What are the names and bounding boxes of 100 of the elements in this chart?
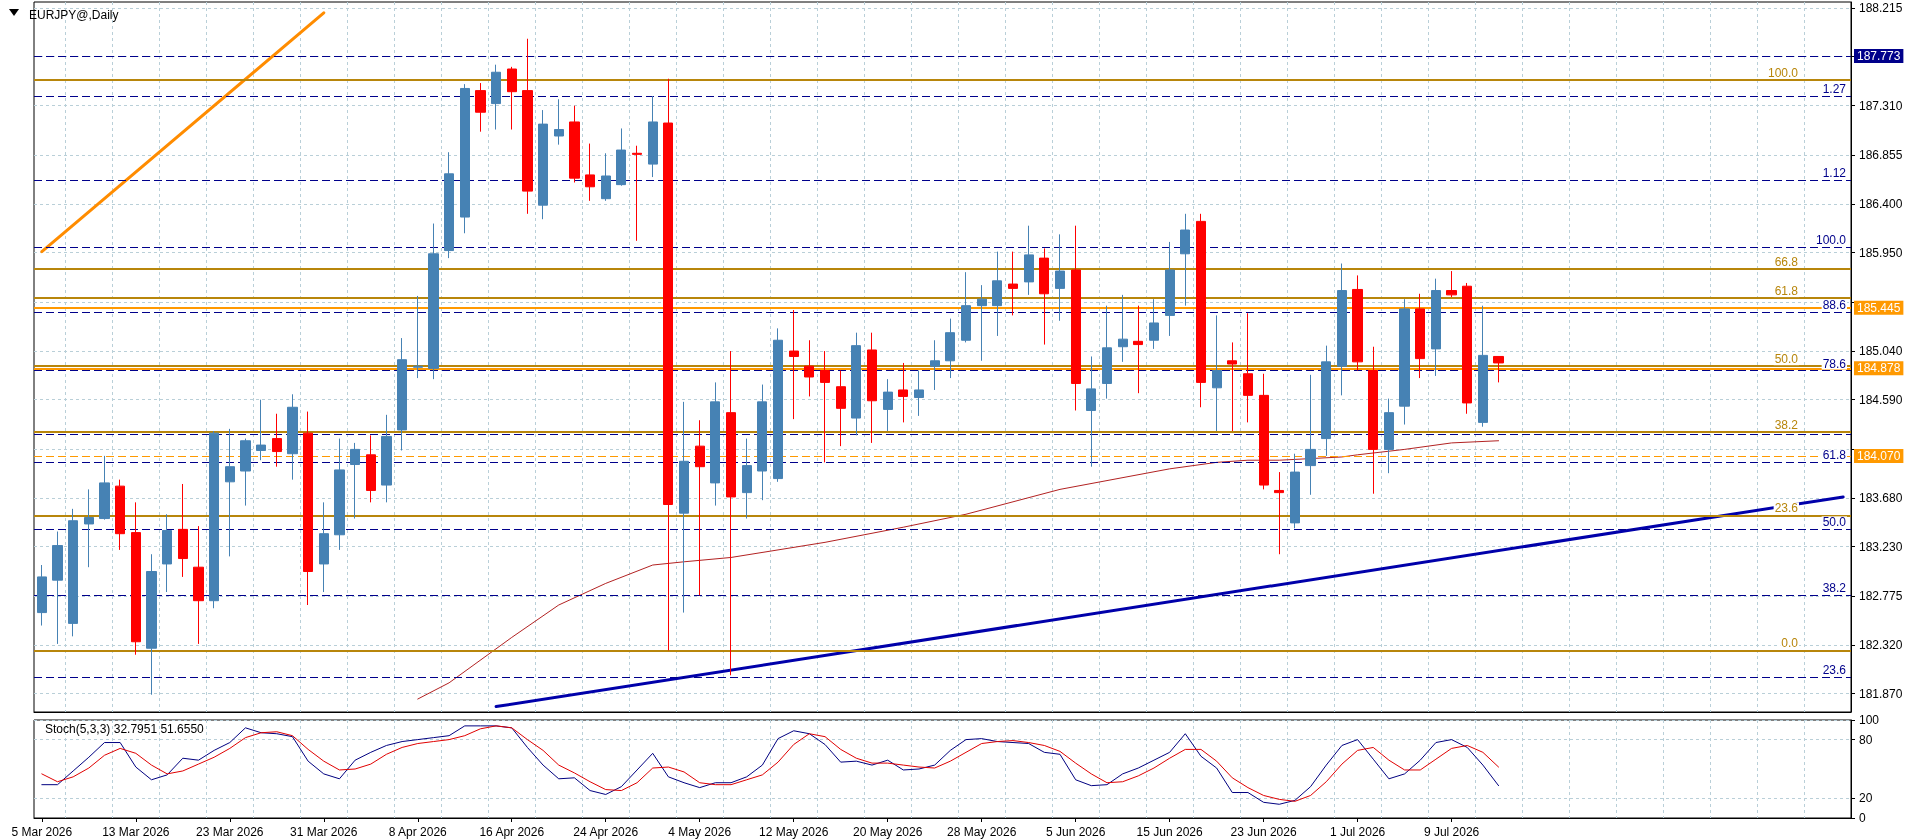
candlestick <box>428 223 439 380</box>
candlestick <box>1133 305 1143 394</box>
annotation: 0.0 <box>1781 636 1799 651</box>
candlestick <box>898 362 908 423</box>
candlestick <box>1274 471 1284 555</box>
candlestick <box>1431 278 1441 377</box>
candlestick <box>225 428 235 557</box>
x-tick-label: 5 Jun 2026 <box>1045 825 1106 839</box>
candlestick <box>710 381 720 507</box>
candlestick <box>162 513 172 593</box>
annotation: 1.27 <box>1822 82 1847 97</box>
candlestick <box>585 143 595 202</box>
x-tick-label: 24 Apr 2026 <box>573 825 639 839</box>
candlestick <box>804 339 814 397</box>
candlestick <box>883 378 893 432</box>
x-tick-label: 20 May 2026 <box>852 825 923 839</box>
y-tick-label: 188.215 <box>1859 0 1903 15</box>
y-tick-label: 185.950 <box>1859 245 1903 260</box>
x-tick-label: 13 Mar 2026 <box>102 825 170 839</box>
chart-title: Stoch(5,3,3) 32.7951 51.6550 <box>45 722 205 736</box>
candlestick <box>1243 312 1253 423</box>
candlestick <box>1352 274 1363 372</box>
candlestick <box>507 66 517 131</box>
candlestick <box>1227 341 1237 432</box>
candlestick <box>131 501 141 656</box>
candlestick <box>1165 241 1175 337</box>
candlestick <box>1180 213 1190 307</box>
candlestick <box>1086 355 1096 468</box>
candlestick <box>1478 305 1488 428</box>
y-tick-label: 184.590 <box>1859 392 1903 407</box>
candlestick <box>1384 398 1394 474</box>
candlestick <box>930 339 940 391</box>
candlestick <box>37 564 47 627</box>
candlestick <box>1415 293 1425 379</box>
candlestick <box>366 434 376 503</box>
x-tick-label: 5 Mar 2026 <box>11 825 73 839</box>
annotation: 61.8 <box>1822 448 1847 463</box>
ref-line-label: 184.878 <box>1857 361 1901 376</box>
candlestick <box>1149 298 1159 350</box>
candlestick <box>773 327 783 483</box>
candlestick <box>1446 270 1457 298</box>
ref-line-label: 187.773 <box>1857 49 1901 64</box>
candlestick <box>977 284 987 362</box>
candlestick <box>240 438 251 507</box>
y-tick-label: 100 <box>1859 713 1880 727</box>
candlestick <box>99 455 110 521</box>
candlestick <box>1368 346 1378 495</box>
y-tick-label: 186.400 <box>1859 197 1903 212</box>
candlestick <box>287 393 298 481</box>
y-tick-label: 183.230 <box>1859 539 1903 554</box>
x-tick-label: 12 May 2026 <box>759 825 829 839</box>
line-series <box>417 440 1500 700</box>
y-tick-label: 183.680 <box>1859 491 1903 506</box>
candlestick <box>632 145 642 242</box>
annotation: 66.8 <box>1774 254 1799 269</box>
candlestick <box>554 98 564 146</box>
candlestick <box>945 318 955 379</box>
y-tick-label: 186.855 <box>1859 147 1903 162</box>
candlestick <box>1305 374 1316 496</box>
candlestick <box>52 531 63 645</box>
candlestick <box>836 370 846 447</box>
annotation: 38.2 <box>1822 581 1847 596</box>
candlestick <box>209 430 219 609</box>
candlestick <box>146 553 157 696</box>
candlestick <box>867 332 877 444</box>
candlestick <box>84 488 94 568</box>
candlestick <box>319 501 329 593</box>
ref-line-label: 185.445 <box>1857 300 1901 315</box>
candlestick <box>1118 294 1128 363</box>
candlestick <box>538 109 548 220</box>
candlestick <box>522 38 533 215</box>
candlestick <box>1212 314 1222 432</box>
x-tick-label: 23 Jun 2026 <box>1230 825 1297 839</box>
candlestick <box>1337 263 1347 396</box>
y-tick-label: 80 <box>1859 732 1873 747</box>
candlestick <box>1196 213 1206 408</box>
x-tick-label: 4 May 2026 <box>668 825 732 839</box>
annotation: 23.6 <box>1774 501 1799 516</box>
text: EURJPY@,Daily <box>29 8 119 22</box>
candlestick <box>381 414 392 503</box>
y-tick-label: 182.320 <box>1859 638 1903 652</box>
x-tick-label: 28 May 2026 <box>946 825 1017 839</box>
candlestick <box>789 309 799 420</box>
candlestick <box>569 105 580 183</box>
candlestick <box>1008 251 1018 316</box>
candlestick <box>1039 247 1049 346</box>
x-tick-label: 1 Jul 2026 <box>1329 825 1386 839</box>
annotation: 38.2 <box>1774 418 1799 433</box>
y-tick-label: 187.310 <box>1859 98 1903 113</box>
candlestick <box>1024 225 1034 296</box>
candlestick <box>491 64 501 131</box>
x-tick-label: 15 Jun 2026 <box>1136 825 1203 839</box>
annotation: 50.0 <box>1774 352 1799 367</box>
candlestick <box>820 350 830 463</box>
x-tick-label: 16 Apr 2026 <box>479 825 545 839</box>
candlestick <box>397 337 407 451</box>
y-tick-label: 0 <box>1859 811 1866 825</box>
candlestick <box>742 438 752 520</box>
annotation: 61.8 <box>1774 284 1799 299</box>
annotation: 100.0 <box>1767 65 1799 80</box>
